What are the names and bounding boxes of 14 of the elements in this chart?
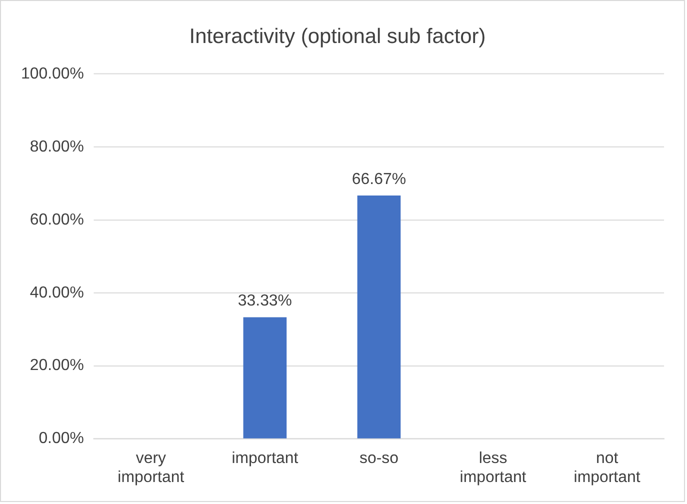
y-tick-label: 20.00% <box>30 357 84 374</box>
y-tick-label: 0.00% <box>38 430 84 448</box>
y-tick-label: 80.00% <box>30 138 84 156</box>
x-tick-label: very important <box>118 450 185 486</box>
y-tick-label: 40.00% <box>30 284 84 302</box>
chart-title: Interactivity (optional sub factor) <box>189 25 486 48</box>
y-tick-label: 100.00% <box>20 65 84 82</box>
y-tick-label: 60.00% <box>30 211 84 228</box>
x-tick-label: less important <box>460 450 527 486</box>
data-label: 33.33% <box>238 292 292 310</box>
data-label: 66.67% <box>352 171 406 188</box>
x-tick-label: so-so <box>359 450 399 467</box>
x-tick-label: important <box>232 450 299 467</box>
x-tick-label: not important <box>574 450 641 486</box>
